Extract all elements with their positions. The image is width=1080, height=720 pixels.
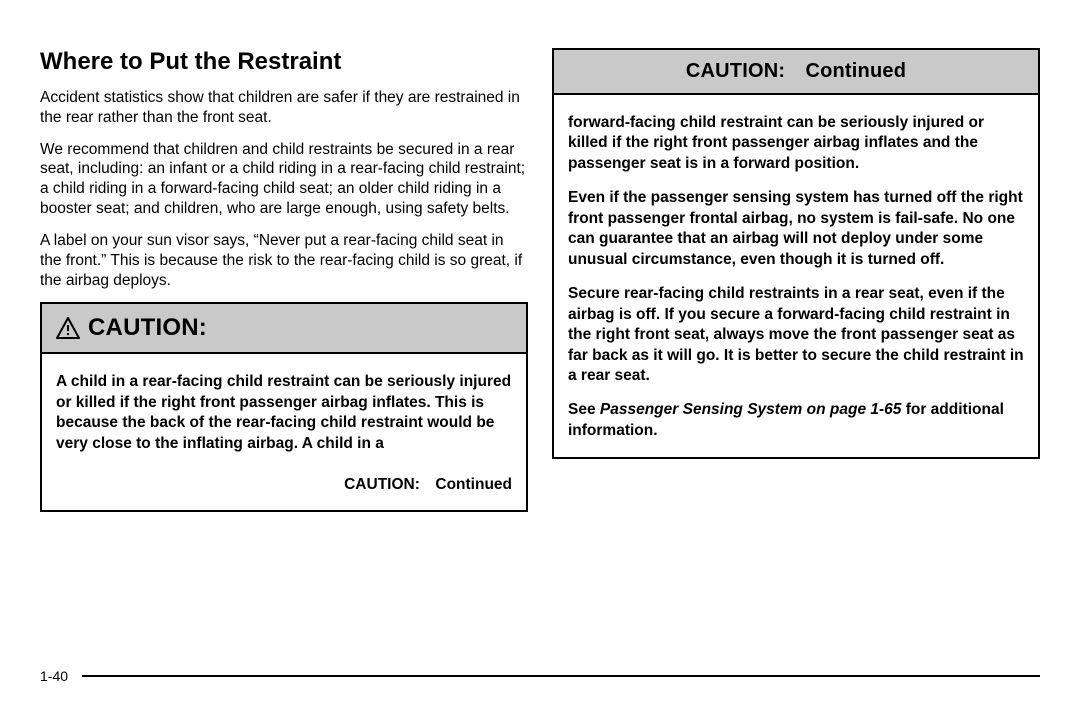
caution-continued-header-label: CAUTION: Continued: [686, 60, 906, 83]
body-paragraph: A label on your sun visor says, “Never p…: [40, 231, 528, 290]
page-number: 1-40: [40, 668, 68, 684]
caution-body-continued: forward-facing child restraint can be se…: [554, 95, 1038, 457]
caution-box-continued: CAUTION: Continued forward-facing child …: [552, 48, 1040, 459]
manual-page: Where to Put the Restraint Accident stat…: [0, 0, 1080, 720]
caution-continued-label: CAUTION: Continued: [56, 476, 512, 494]
left-column: Where to Put the Restraint Accident stat…: [40, 48, 528, 512]
page-footer: 1-40: [40, 668, 1040, 684]
caution-box: CAUTION: A child in a rear-facing child …: [40, 302, 528, 512]
right-column: CAUTION: Continued forward-facing child …: [552, 48, 1040, 512]
caution-paragraph: Even if the passenger sensing system has…: [568, 188, 1024, 270]
caution-paragraph: Secure rear-facing child restraints in a…: [568, 284, 1024, 386]
warning-triangle-icon: [56, 317, 80, 339]
caution-body: A child in a rear-facing child restraint…: [42, 354, 526, 510]
caution-label: CAUTION:: [88, 314, 207, 342]
see-prefix: See: [568, 401, 600, 418]
caution-paragraph: forward-facing child restraint can be se…: [568, 113, 1024, 174]
caution-header: CAUTION:: [42, 304, 526, 354]
footer-rule: [82, 675, 1040, 677]
caution-paragraph: A child in a rear-facing child restraint…: [56, 372, 512, 454]
two-column-layout: Where to Put the Restraint Accident stat…: [40, 48, 1040, 512]
body-paragraph: We recommend that children and child res…: [40, 140, 528, 219]
caution-continued-header: CAUTION: Continued: [554, 50, 1038, 95]
section-title: Where to Put the Restraint: [40, 48, 528, 76]
body-paragraph: Accident statistics show that children a…: [40, 88, 528, 128]
cross-reference: Passenger Sensing System on page 1-65: [600, 401, 902, 418]
caution-paragraph-see: See Passenger Sensing System on page 1-6…: [568, 400, 1024, 441]
